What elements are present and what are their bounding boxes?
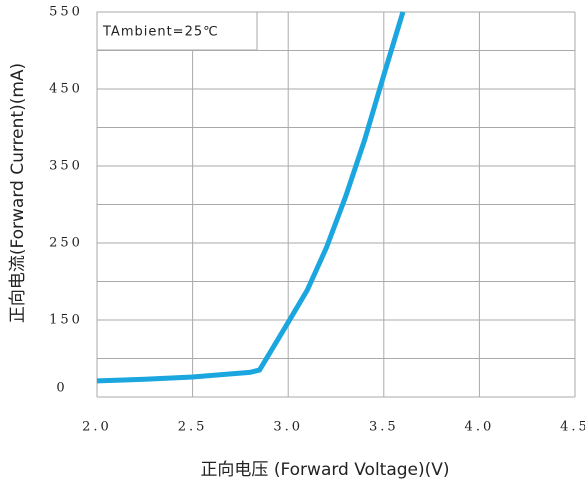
- annotation-box: [96, 11, 258, 51]
- y-tick-label: 550: [49, 5, 83, 20]
- curve: [96, 11, 406, 384]
- x-tick-label: 4.0: [465, 420, 495, 435]
- y-axis-label: 正向电流(Forward Current)(mA): [8, 63, 28, 323]
- x-axis-label: 正向电压 (Forward Voltage)(V): [200, 460, 449, 480]
- x-tick-label: 3.5: [369, 420, 399, 435]
- y-tick-label: 250: [49, 236, 83, 251]
- x-tick-label: 2.0: [82, 420, 112, 435]
- y-tick-label: 0: [56, 381, 67, 396]
- x-tick-label: 4.5: [560, 420, 585, 435]
- x-tick-label: 3.0: [273, 420, 303, 435]
- x-tick-label: 2.5: [178, 420, 208, 435]
- y-tick-label: 450: [49, 82, 83, 97]
- y-tick-label: 350: [49, 159, 83, 174]
- y-tick-label: 150: [49, 313, 83, 328]
- annotation: TAmbient=25℃: [102, 25, 219, 40]
